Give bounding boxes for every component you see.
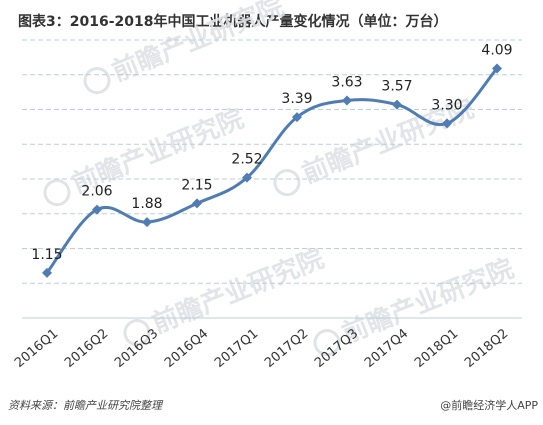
source-note: 资料来源：前瞻产业研究院整理 — [8, 399, 164, 412]
x-tick-label-2017Q1: 2017Q1 — [212, 326, 261, 371]
data-label-2018Q2: 4.09 — [481, 42, 512, 58]
data-point-2017Q4 — [392, 99, 402, 110]
chart-title: 图表3：2016-2018年中国工业机器人产量变化情况（单位：万台） — [18, 13, 447, 30]
data-label-2018Q1: 3.30 — [431, 97, 462, 113]
data-label-2016Q4: 2.15 — [181, 177, 212, 193]
data-label-2016Q1: 1.15 — [31, 247, 62, 263]
x-tick-label-2017Q2: 2017Q2 — [262, 326, 311, 371]
x-axis-tick-labels: 2016Q1 2016Q2 2016Q3 2016Q4 2017Q1 2017Q2 2017… — [12, 326, 511, 371]
data-label-2017Q3: 3.63 — [331, 74, 362, 90]
brand-credit-text: @前瞻经济学人APP — [440, 398, 538, 412]
grid-lines — [22, 39, 522, 319]
data-label-2016Q2: 2.06 — [81, 184, 112, 200]
svg-text:前瞻产业研究院: 前瞻产业研究院 — [148, 243, 328, 340]
x-tick-label-2016Q3: 2016Q3 — [112, 326, 161, 371]
x-tick-label-2016Q1: 2016Q1 — [12, 326, 61, 371]
data-point-2018Q1 — [442, 118, 452, 129]
x-tick-label-2018Q2: 2018Q2 — [462, 326, 511, 371]
data-point-2018Q2 — [492, 63, 502, 74]
data-label-2016Q3: 1.88 — [131, 196, 162, 212]
data-label-2017Q1: 2.52 — [231, 152, 262, 168]
watermark-logos: 前瞻产业研究院 前瞻产业研究院 前瞻产业研究院 前瞻产业研究院 前瞻产业研究院 — [43, 0, 518, 357]
x-tick-label-2016Q2: 2016Q2 — [62, 326, 111, 371]
data-point-2016Q4 — [192, 198, 202, 209]
brand-credit: @前瞻经济学人APP — [440, 398, 538, 412]
data-label-2017Q2: 3.39 — [281, 91, 312, 107]
x-tick-label-2018Q1: 2018Q1 — [412, 326, 461, 371]
data-point-2017Q2 — [292, 112, 302, 123]
data-point-2017Q1 — [242, 172, 252, 183]
series-line — [45, 67, 499, 274]
data-point-2016Q3 — [142, 217, 152, 228]
data-label-2017Q4: 3.57 — [381, 79, 412, 95]
data-point-2017Q3 — [342, 95, 352, 106]
data-labels: 1.15 2.06 1.88 2.15 2.52 3.39 3.63 3.57 3.30 4.09 — [31, 42, 512, 262]
data-point-2016Q1 — [42, 267, 52, 278]
data-markers — [42, 63, 502, 278]
data-point-2016Q2 — [92, 204, 102, 215]
